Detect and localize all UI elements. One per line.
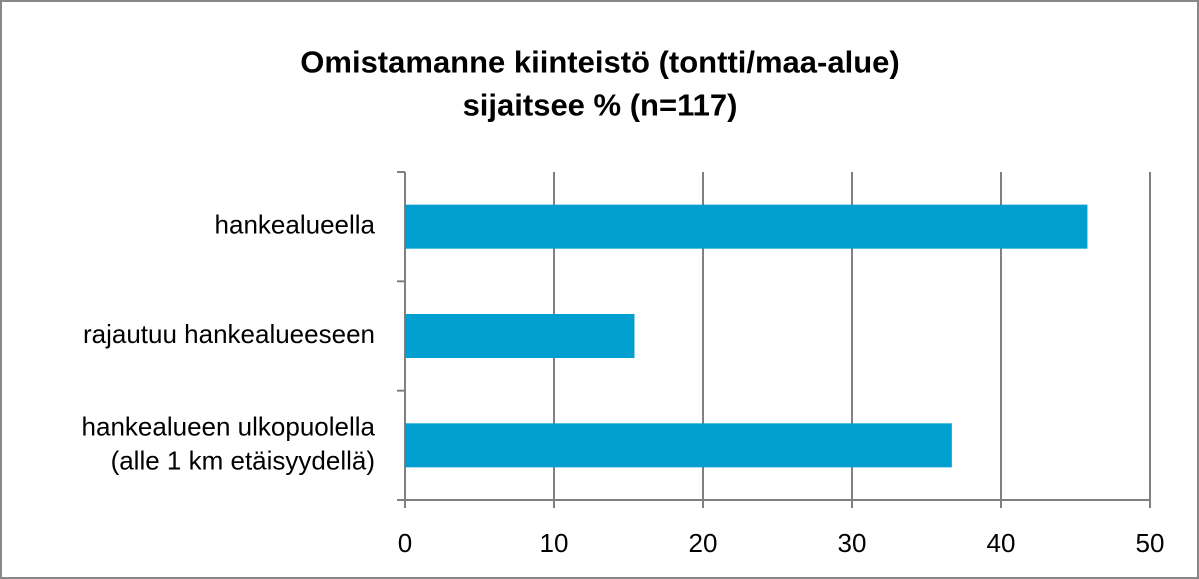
x-tick-label: 10 (540, 528, 569, 558)
bar (405, 314, 635, 358)
chart-title: Omistamanne kiinteistö (tontti/maa-alue)… (300, 45, 899, 123)
bar (405, 204, 1088, 249)
y-tick-label: rajautuu hankealueeseen (83, 319, 375, 349)
x-tick-label: 30 (838, 528, 867, 558)
bar (405, 423, 952, 468)
x-tick-label: 20 (689, 528, 718, 558)
y-tick-label: hankealueella (215, 210, 376, 240)
x-tick-label: 40 (987, 528, 1016, 558)
y-tick-label: hankealueen ulkopuolella (alle 1 km etäis… (82, 411, 376, 475)
x-tick-label: 0 (398, 528, 412, 558)
x-tick-label: 50 (1136, 528, 1165, 558)
